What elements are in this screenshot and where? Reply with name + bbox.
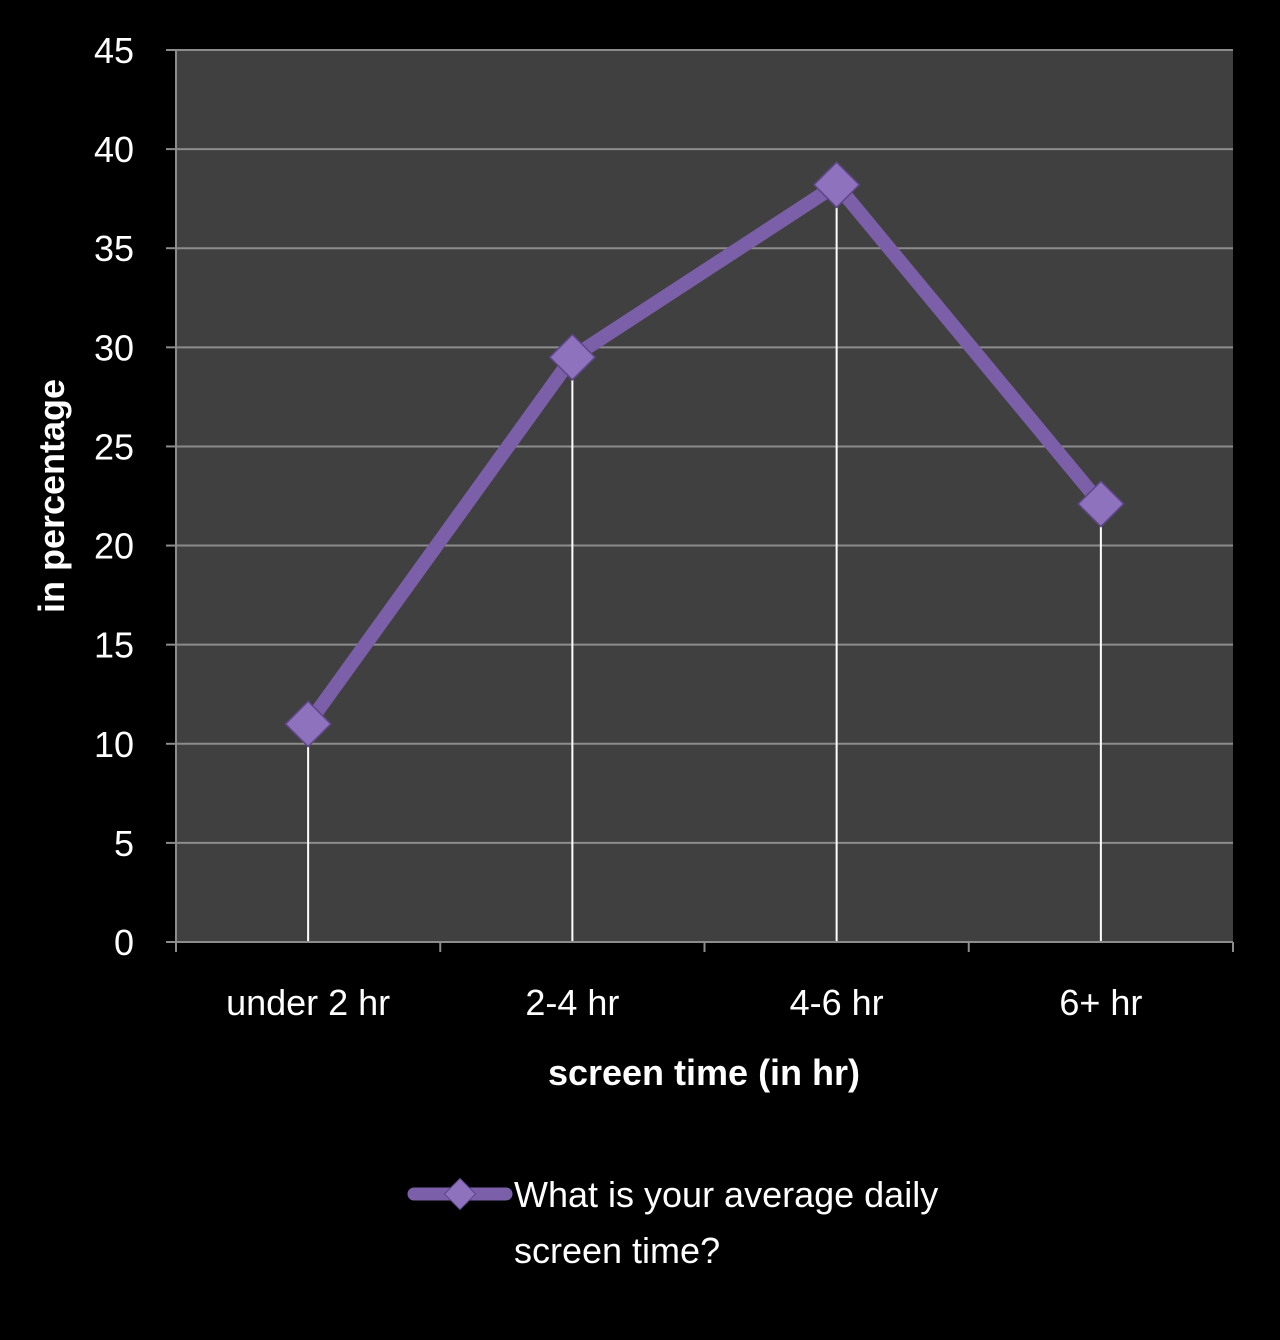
y-tick-label: 40 xyxy=(94,129,134,170)
y-axis-title: in percentage xyxy=(31,379,72,613)
data-point-marker xyxy=(812,161,861,209)
series-line xyxy=(301,177,1108,731)
y-tick-label: 25 xyxy=(94,426,134,467)
legend-label-line-1: What is your average daily xyxy=(514,1174,938,1215)
legend: What is your average daily screen time? xyxy=(407,1174,938,1271)
legend-label-line-2: screen time? xyxy=(514,1230,720,1271)
y-tick-label: 20 xyxy=(94,526,134,567)
x-tick-label: 6+ hr xyxy=(1059,982,1142,1023)
data-point-marker xyxy=(284,700,332,748)
data-point-marker xyxy=(1077,480,1125,528)
drop-lines xyxy=(307,184,1102,942)
series-group xyxy=(284,161,1125,748)
legend-marker-swatch xyxy=(443,1177,477,1211)
data-point-marker xyxy=(548,333,597,381)
y-tick-label: 10 xyxy=(94,724,134,765)
y-tick-label: 5 xyxy=(114,823,134,864)
grid-lines xyxy=(176,49,1233,844)
y-axis-ticks: 0 5 10 15 20 25 30 35 40 45 xyxy=(94,30,176,963)
y-tick-label: 35 xyxy=(94,228,134,269)
x-axis-title: screen time (in hr) xyxy=(548,1052,860,1093)
plot-area xyxy=(176,50,1233,942)
y-tick-label: 15 xyxy=(94,625,134,666)
x-axis-ticks: under 2 hr 2-4 hr 4-6 hr 6+ hr xyxy=(175,942,1234,1023)
x-tick-label: 4-6 hr xyxy=(790,982,884,1023)
y-tick-label: 45 xyxy=(94,30,134,71)
x-tick-label: under 2 hr xyxy=(226,982,390,1023)
y-tick-label: 30 xyxy=(94,327,134,368)
x-tick-label: 2-4 hr xyxy=(525,982,619,1023)
y-tick-label: 0 xyxy=(114,922,134,963)
